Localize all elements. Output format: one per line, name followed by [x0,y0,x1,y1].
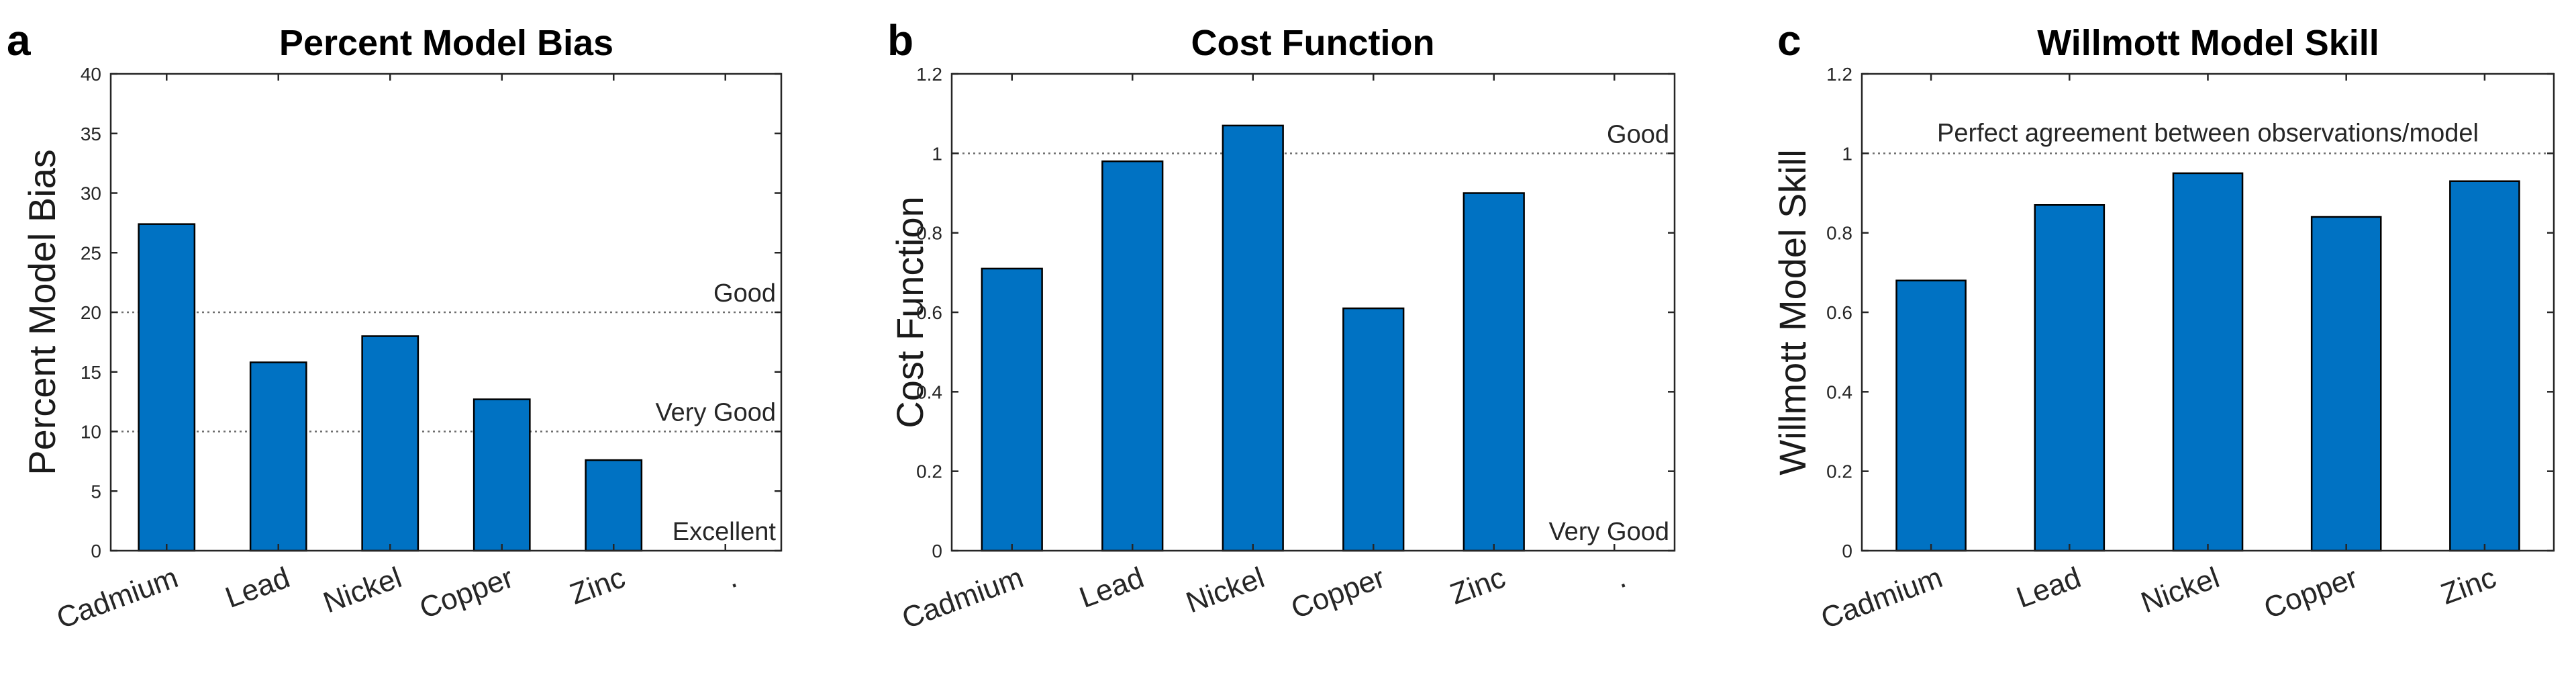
x-tick-label: Zinc [566,561,630,610]
bar-zinc [585,459,643,552]
annotation-label: Very Good [655,399,776,427]
x-tick-label: Nickel [1182,561,1269,619]
x-tick-label: Lead [2012,561,2085,615]
x-tick-label: Cadmium [52,561,183,635]
bar-copper [1342,307,1405,552]
x-tick-label: . [1611,561,1630,594]
annotation-label: Perfect agreement between observations/m… [1937,119,2479,147]
bar-lead [2034,204,2106,552]
annotation-label: Very Good [1548,518,1669,546]
bar-nickel [1222,124,1284,552]
y-tick-label: 0.8 [1826,223,1852,244]
y-tick-label: 0 [1842,541,1852,561]
y-axis-label: Cost Function [889,196,931,428]
y-tick-label: 0.2 [916,461,942,482]
panel-letter: b [887,16,913,64]
bar-copper [2310,216,2382,552]
y-tick-label: 1.2 [916,64,942,85]
panel-letter: c [1777,16,1801,64]
bar-cadmium [138,223,196,552]
y-tick-label: 0.6 [1826,302,1852,323]
bar-zinc [1463,192,1525,552]
y-tick-label: 1.2 [1826,64,1852,85]
y-tick-label: 0 [91,541,101,561]
x-tick-label: Nickel [2137,561,2224,619]
y-axis-label: Willmott Model Skill [1771,149,1814,475]
y-axis-label: Percent Model Bias [21,149,63,475]
y-tick-label: 1 [1842,143,1852,164]
y-tick-label: 15 [81,362,101,383]
y-tick-label: 0.4 [1826,381,1852,402]
x-tick-label: Nickel [319,561,405,619]
y-tick-label: 25 [81,242,101,263]
bar-copper [473,398,531,552]
annotation-label: Good [713,279,776,308]
y-tick-label: 35 [81,124,101,144]
plot-frame [950,73,1676,552]
y-tick-label: 30 [81,183,101,204]
annotation-label: Excellent [673,518,777,546]
bar-zinc [2449,180,2520,552]
y-tick-label: 10 [81,422,101,443]
x-tick-label: Lead [1075,561,1148,615]
y-tick-label: 0.2 [1826,461,1852,482]
bar-nickel [2172,172,2244,552]
y-tick-label: 40 [81,64,101,85]
annotation-label: Good [1607,120,1669,148]
bar-cadmium [1895,279,1967,552]
x-tick-label: Copper [1287,561,1389,625]
bar-cadmium [981,267,1043,552]
panel-c: c Willmott Model Skill Willmott Model Skil… [1771,16,2555,635]
bar-lead [249,361,307,552]
chart-title: Percent Model Bias [279,23,613,63]
x-tick-label: Cadmium [1817,561,1947,635]
bar-lead [1101,160,1164,552]
y-tick-label: 0.6 [916,302,942,323]
x-tick-label: Copper [2260,561,2362,625]
x-tick-label: Zinc [2436,561,2500,610]
bar-nickel [361,335,419,552]
chart-title: Willmott Model Skill [2037,23,2379,63]
y-tick-label: 5 [91,481,101,502]
y-tick-label: 20 [81,302,101,323]
x-tick-label: Cadmium [897,561,1028,635]
x-tick-label: Copper [415,561,517,625]
y-tick-label: 0 [932,541,942,561]
panel-letter: a [7,16,31,64]
x-tick-label: . [722,561,741,594]
x-tick-label: Zinc [1446,561,1509,610]
x-tick-label: Lead [221,561,294,615]
chart-title: Cost Function [1191,23,1435,63]
y-tick-label: 0.8 [916,223,942,244]
y-tick-label: 1 [932,143,942,164]
panel-a: a Percent Model Bias Percent Model Bias 0 5 1… [7,16,783,635]
panel-b: b Cost Function Cost Function 0 0.2 0.4 0.6 0.8… [887,16,1676,635]
y-tick-label: 0.4 [916,381,942,402]
